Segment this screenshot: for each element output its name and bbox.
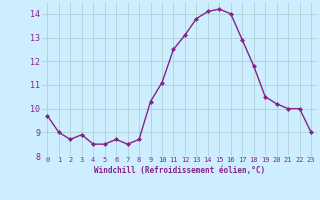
X-axis label: Windchill (Refroidissement éolien,°C): Windchill (Refroidissement éolien,°C) (94, 166, 265, 175)
